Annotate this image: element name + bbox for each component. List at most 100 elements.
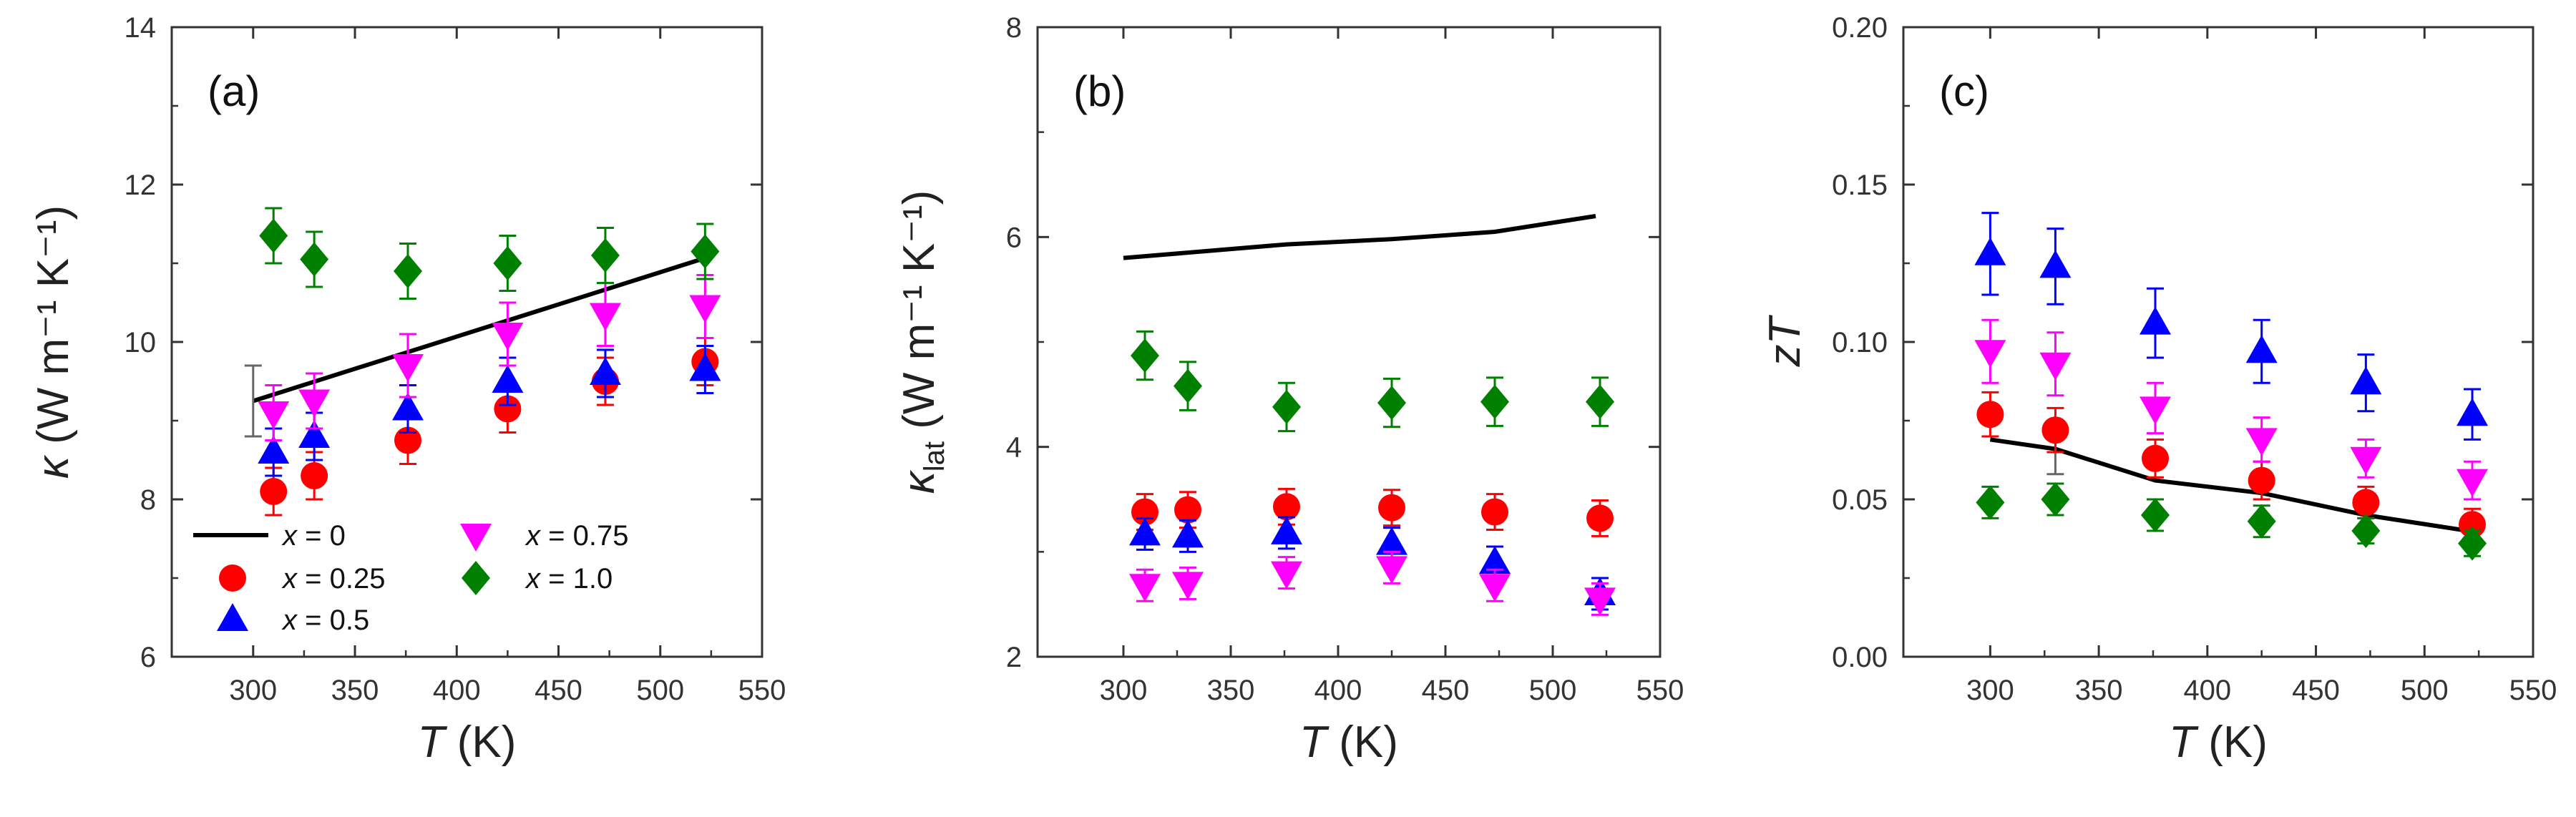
series-x10 <box>1131 330 1614 433</box>
data-point <box>590 238 620 273</box>
legend-entry-x025: x = 0.25 <box>219 563 385 595</box>
legend-label: x = 1.0 <box>525 563 613 595</box>
y-tick-label: 10 <box>125 327 157 358</box>
legend-label: x = 0.25 <box>281 563 385 595</box>
plot-frame-a <box>170 26 763 658</box>
panel-a: 300 350 400 450 500 550 6 8 10 12 14 (a) T (K) κ (W m… <box>29 12 786 767</box>
y-tick-label: 6 <box>1006 222 1022 253</box>
data-point <box>492 365 524 393</box>
series-x0 <box>244 257 702 438</box>
data-point <box>1172 572 1204 600</box>
x-tick-label: 500 <box>636 675 684 706</box>
data-point <box>1584 587 1616 616</box>
data-point <box>1174 368 1202 403</box>
y-axis-label: κlat (W m⁻¹ K⁻¹) <box>894 190 950 494</box>
panel-label: (a) <box>208 67 260 115</box>
data-point <box>1272 389 1301 424</box>
y-axis-label: zT <box>1760 314 1810 367</box>
x-tick-label: 400 <box>433 675 481 706</box>
series-x0 <box>1123 214 1596 260</box>
data-point <box>1976 485 2005 520</box>
x-tick-label: 350 <box>331 675 379 706</box>
data-point <box>301 462 328 489</box>
data-point <box>1974 340 2006 368</box>
series-line <box>1989 437 2469 533</box>
data-point <box>493 246 522 280</box>
data-point <box>1129 517 1161 546</box>
y-tick-label: 0.10 <box>1832 327 1888 358</box>
data-point <box>1974 237 2006 265</box>
data-point <box>298 420 331 448</box>
plot-frame-b <box>1036 26 1662 658</box>
legend-entry-x075: x = 0.75 <box>460 520 628 552</box>
data-point <box>1481 498 1508 526</box>
data-point <box>1480 384 1509 419</box>
x-tick-label: 550 <box>2509 675 2557 706</box>
y-tick-label: 12 <box>125 170 157 201</box>
y-tick-label: 8 <box>140 484 156 516</box>
data-point <box>494 395 522 423</box>
data-point <box>2458 526 2487 561</box>
data-point <box>394 254 422 288</box>
series-x05 <box>1974 212 2489 441</box>
data-point <box>1377 386 1406 421</box>
panel-c: 300 350 400 450 500 550 0.00 0.05 0.10 0.15 0.20 (c… <box>1760 12 2557 767</box>
y-tick-label: 4 <box>1006 432 1022 464</box>
series-x10 <box>1976 482 2487 561</box>
data-point <box>689 295 721 323</box>
series-x05 <box>1129 516 1616 611</box>
y-tick-label: 14 <box>125 12 157 44</box>
x-tick-label: 400 <box>1314 675 1362 706</box>
legend: x = 0 x = 0.25 x = 0.5 x = 0.75 x = 1.0 <box>193 520 628 636</box>
data-point <box>1129 574 1161 602</box>
series-x05 <box>258 345 721 477</box>
panel-label: (b) <box>1073 67 1126 115</box>
data-point <box>2039 352 2072 381</box>
y-tick-label: 0.20 <box>1832 12 1888 44</box>
data-point <box>1131 338 1159 373</box>
data-point <box>1271 516 1302 544</box>
data-point <box>1479 546 1511 574</box>
x-tick-label: 550 <box>1636 675 1684 706</box>
data-point <box>2041 416 2069 444</box>
data-point <box>1172 519 1204 548</box>
legend-label: x = 0.75 <box>525 520 628 552</box>
legend-swatch <box>462 561 490 595</box>
series-line <box>1123 214 1596 260</box>
data-point <box>2140 396 2171 425</box>
legend-swatch <box>219 564 246 592</box>
legend-entry-x0: x = 0 <box>193 520 346 552</box>
error-bar <box>244 364 262 438</box>
series-x075 <box>1129 550 1616 616</box>
x-tick-label: 400 <box>2183 675 2231 706</box>
series-x075 <box>258 274 721 441</box>
data-point <box>2352 489 2380 517</box>
x-tick-label: 450 <box>1422 675 1470 706</box>
series-x025 <box>1976 391 2487 542</box>
series-x025 <box>260 337 719 517</box>
legend-label: x = 0.5 <box>281 605 369 636</box>
data-point <box>392 392 424 421</box>
data-point <box>492 323 524 351</box>
data-point <box>2141 498 2170 532</box>
x-tick-label: 300 <box>1966 675 2014 706</box>
data-point <box>2248 466 2275 494</box>
y-tick-label: 0.00 <box>1832 642 1888 673</box>
series-x025 <box>1131 487 1614 537</box>
panel-b: 300 350 400 450 500 550 2 4 6 8 (b) T (K) κlat (W m⁻… <box>894 12 1684 767</box>
data-point <box>2140 306 2171 335</box>
data-point <box>258 401 290 429</box>
legend-entry-x10: x = 1.0 <box>462 561 613 595</box>
data-point <box>1273 493 1300 521</box>
data-point <box>258 436 290 464</box>
x-tick-label: 350 <box>2075 675 2123 706</box>
data-point <box>1586 504 1614 532</box>
data-point <box>1586 384 1614 419</box>
data-point <box>589 357 621 385</box>
data-point <box>691 234 720 269</box>
data-point <box>2245 335 2278 363</box>
data-point <box>689 353 721 381</box>
y-tick-label: 0.15 <box>1832 170 1888 201</box>
data-point <box>2350 366 2382 395</box>
